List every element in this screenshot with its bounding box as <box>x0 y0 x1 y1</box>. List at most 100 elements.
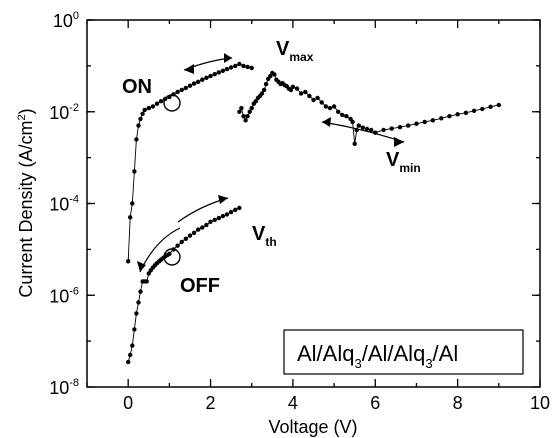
data-point <box>369 127 374 133</box>
y-axis-title-close: ) <box>16 108 36 114</box>
data-point <box>488 104 493 110</box>
y-tick-label: 10-8 <box>49 377 79 398</box>
data-point <box>204 222 209 228</box>
data-point <box>471 108 477 114</box>
arrowhead-3 <box>224 53 232 63</box>
data-point <box>175 243 180 248</box>
annotation-vmin: Vmin <box>386 149 421 175</box>
data-point <box>220 213 226 219</box>
y-tick-label: 10-6 <box>49 285 79 306</box>
data-point <box>331 104 337 109</box>
data-point <box>364 126 370 132</box>
y-axis-title-sup: 2 <box>16 114 28 120</box>
data-point <box>140 111 145 117</box>
off-marker-circle <box>163 248 181 266</box>
data-point <box>130 201 135 206</box>
data-point <box>245 114 250 119</box>
data-point <box>134 311 139 316</box>
data-point <box>303 89 308 95</box>
x-axis-title: Voltage (V) <box>268 417 357 437</box>
data-point <box>196 79 201 85</box>
data-point <box>220 68 226 74</box>
annotation-vth-main: V <box>252 223 266 245</box>
arrowhead-4 <box>184 64 194 74</box>
data-point <box>311 97 316 103</box>
data-point <box>183 85 188 91</box>
data-point <box>179 239 184 245</box>
annotation-on: ON <box>122 76 152 98</box>
data-point <box>327 105 333 111</box>
data-point <box>319 100 324 105</box>
arrowhead-2 <box>218 195 228 204</box>
data-point <box>439 116 444 121</box>
data-point <box>247 109 252 115</box>
data-point <box>307 93 312 99</box>
data-point <box>142 107 147 113</box>
data-point <box>216 70 221 75</box>
data-point <box>350 119 355 125</box>
data-point <box>406 123 411 128</box>
data-point <box>212 217 217 223</box>
data-point <box>208 219 213 224</box>
data-point <box>130 343 135 348</box>
annotation-vmax-main: V <box>276 38 290 60</box>
data-point <box>150 104 156 109</box>
data-point <box>422 119 427 125</box>
data-point <box>272 72 277 77</box>
data-point <box>381 127 386 133</box>
data-point <box>263 81 269 87</box>
data-point <box>463 110 469 116</box>
data-point <box>336 109 341 115</box>
legend-sub-1: 3 <box>354 356 361 371</box>
data-point <box>447 114 452 119</box>
data-point <box>298 91 304 96</box>
data-point <box>200 225 205 230</box>
data-point <box>245 64 250 70</box>
data-point <box>146 105 151 111</box>
annotation-off: OFF <box>180 275 220 297</box>
legend-part-2: /Al/Alq <box>362 341 426 366</box>
arrow-heads <box>137 53 404 272</box>
data-point <box>237 109 242 115</box>
legend-part-3: /Al <box>433 341 459 366</box>
data-point <box>259 91 265 96</box>
data-point <box>179 87 184 93</box>
data-point <box>126 359 131 365</box>
legend-box <box>283 329 524 375</box>
data-point <box>154 101 160 106</box>
data-point <box>239 105 244 111</box>
data-point <box>134 137 139 142</box>
data-point <box>323 104 329 109</box>
data-point <box>241 114 246 119</box>
annotation-vmax: Vmax <box>276 38 314 64</box>
arrowhead-5 <box>322 117 331 127</box>
data-point <box>237 61 242 67</box>
annotation-vmax-sub: max <box>289 50 313 64</box>
data-point <box>243 118 248 123</box>
data-point <box>136 300 141 305</box>
data-point <box>204 75 209 81</box>
arrowhead-6 <box>394 137 404 147</box>
data-point <box>397 125 403 130</box>
data-point <box>144 279 149 284</box>
data-point <box>360 125 366 130</box>
data-point <box>344 114 349 119</box>
data-point <box>294 86 300 91</box>
data-point <box>224 66 230 72</box>
data-point <box>249 65 254 71</box>
data-point <box>187 83 193 88</box>
series-layer <box>126 61 501 365</box>
y-tick-label: 10-4 <box>49 194 79 215</box>
data-point <box>158 99 164 104</box>
data-point <box>200 77 205 82</box>
data-point <box>480 106 485 112</box>
data-point <box>138 116 143 122</box>
annotation-vth: Vth <box>252 223 277 249</box>
data-point <box>224 212 230 217</box>
ticks <box>86 19 541 388</box>
y-tick-label: 10-2 <box>49 102 79 123</box>
data-point <box>183 236 188 241</box>
data-point <box>132 327 137 332</box>
arrowhead-1 <box>137 261 146 272</box>
x-tick-label: 0 <box>123 393 133 413</box>
